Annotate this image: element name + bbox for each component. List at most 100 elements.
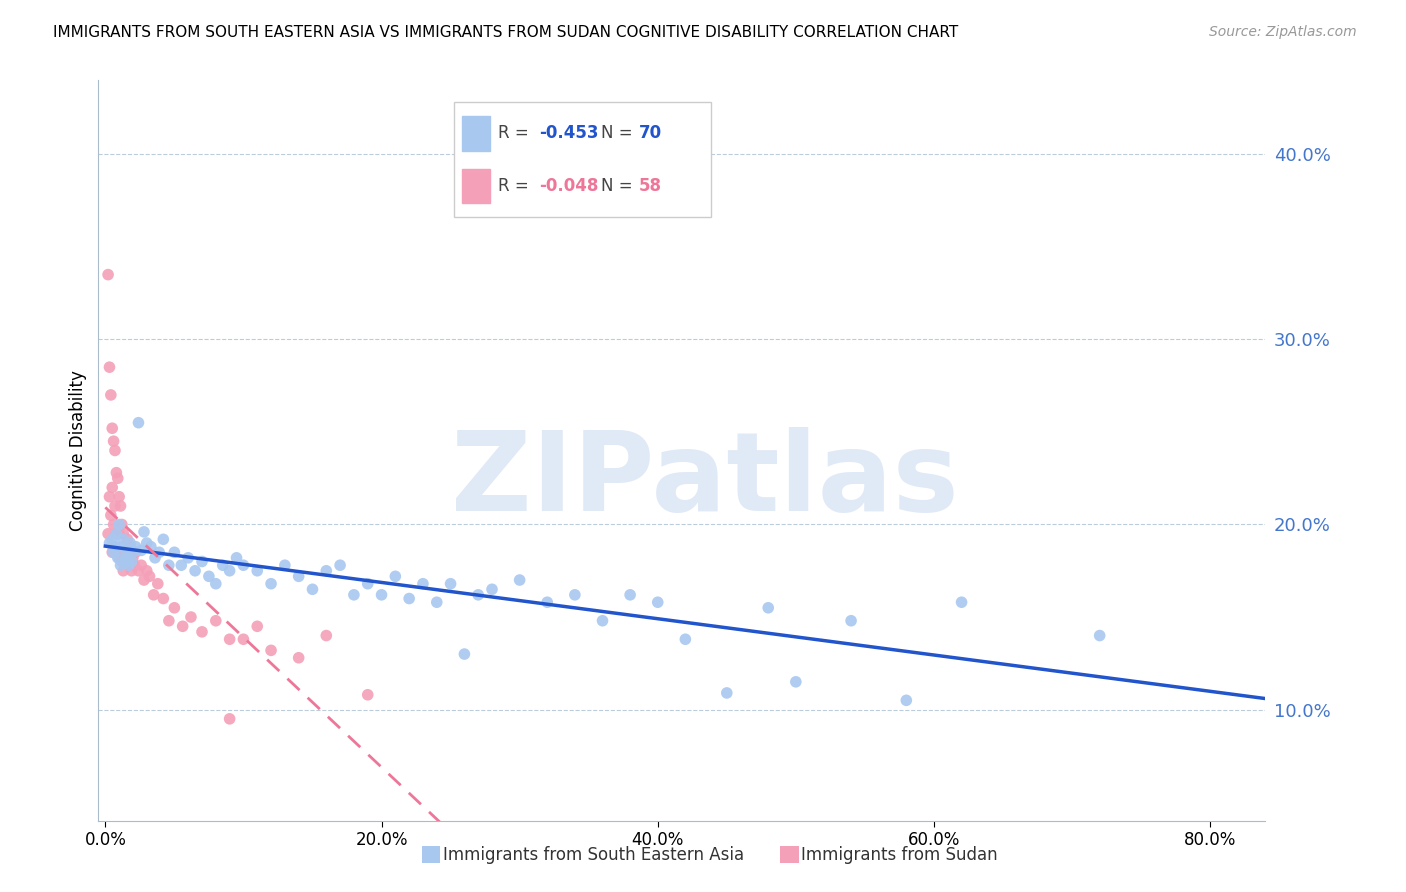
Point [439, 576, 461, 591]
Point [98, 536, 121, 550]
Point [301, 582, 323, 597]
Point [172, 619, 194, 633]
Point [112, 564, 135, 578]
Point [564, 588, 586, 602]
Point [112, 533, 135, 547]
Point [125, 540, 148, 554]
Point [357, 576, 380, 591]
Point [118, 558, 141, 573]
Point [105, 466, 128, 480]
Point [121, 564, 143, 578]
Point [105, 526, 128, 541]
Point [115, 545, 138, 559]
Point [232, 558, 254, 573]
Point [246, 564, 269, 578]
Point [287, 650, 309, 665]
Point [117, 533, 139, 547]
Point [509, 573, 531, 587]
Point [112, 526, 135, 541]
Point [163, 600, 186, 615]
Point [163, 545, 186, 559]
Point [1088, 628, 1111, 642]
Point [97, 526, 120, 541]
Point [114, 545, 136, 559]
Point [785, 674, 807, 689]
Point [104, 540, 127, 554]
Point [107, 526, 129, 541]
Point [127, 564, 149, 578]
Point [211, 558, 233, 573]
Point [114, 555, 136, 569]
Point [191, 555, 214, 569]
Point [111, 555, 134, 569]
Point [132, 524, 155, 539]
Point [101, 421, 124, 435]
Point [204, 614, 226, 628]
Point [108, 526, 131, 541]
Point [138, 569, 160, 583]
Point [157, 614, 180, 628]
Point [122, 545, 145, 559]
Point [184, 564, 207, 578]
Point [100, 508, 122, 523]
Point [412, 576, 434, 591]
Point [107, 471, 129, 485]
Point [896, 693, 918, 707]
Point [110, 499, 132, 513]
Point [97, 268, 120, 282]
Point [121, 555, 143, 569]
Point [127, 416, 149, 430]
Point [218, 632, 240, 647]
Point [115, 543, 138, 558]
Point [118, 558, 141, 573]
Point [218, 564, 240, 578]
Point [716, 686, 738, 700]
Point [103, 434, 125, 449]
Point [426, 595, 449, 609]
Point [135, 564, 157, 578]
Point [287, 569, 309, 583]
Point [274, 558, 297, 573]
Point [647, 595, 669, 609]
Point [117, 550, 139, 565]
Text: IMMIGRANTS FROM SOUTH EASTERN ASIA VS IMMIGRANTS FROM SUDAN COGNITIVE DISABILITY: IMMIGRANTS FROM SOUTH EASTERN ASIA VS IM… [53, 25, 959, 40]
Point [111, 517, 134, 532]
Point [122, 550, 145, 565]
Point [107, 550, 129, 565]
Text: Immigrants from South Eastern Asia: Immigrants from South Eastern Asia [443, 846, 744, 863]
Point [839, 614, 862, 628]
Point [357, 688, 380, 702]
Point [329, 558, 352, 573]
Point [142, 588, 165, 602]
Point [120, 540, 142, 554]
Point [619, 588, 641, 602]
Point [120, 536, 142, 550]
Point [204, 576, 226, 591]
Point [246, 619, 269, 633]
Point [105, 526, 128, 541]
Point [104, 499, 127, 513]
Point [191, 624, 214, 639]
Point [198, 569, 221, 583]
Point [315, 564, 337, 578]
Point [148, 545, 170, 559]
Point [124, 558, 146, 573]
Point [536, 595, 558, 609]
Point [315, 628, 337, 642]
Point [132, 573, 155, 587]
Point [98, 360, 121, 375]
Y-axis label: Cognitive Disability: Cognitive Disability [69, 370, 87, 531]
Point [110, 545, 132, 559]
Point [103, 545, 125, 559]
Point [225, 550, 247, 565]
Text: Immigrants from Sudan: Immigrants from Sudan [801, 846, 998, 863]
Point [129, 558, 152, 573]
Point [950, 595, 973, 609]
Point [125, 545, 148, 559]
Point [177, 550, 200, 565]
Point [101, 533, 124, 547]
Text: Source: ZipAtlas.com: Source: ZipAtlas.com [1209, 25, 1357, 39]
Point [101, 545, 124, 559]
Point [467, 588, 489, 602]
Point [157, 558, 180, 573]
